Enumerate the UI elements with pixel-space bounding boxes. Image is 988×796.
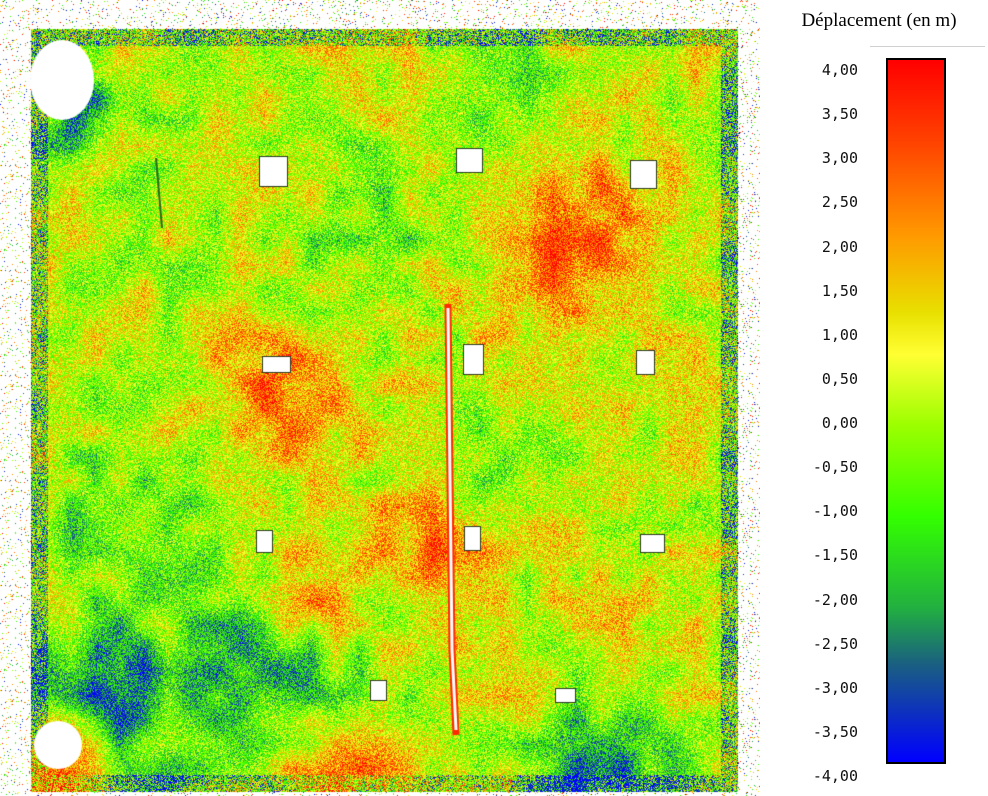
scale-tick-label: -1,50	[812, 546, 858, 565]
scale-tick-label: 3,00	[821, 149, 858, 168]
color-scale-ticks: 4,00 3,50 3,00 2,50 2,00 1,50 1,00 0,50 0,00 -0,5…	[800, 0, 870, 796]
scale-tick-label: -2,50	[812, 634, 858, 653]
legend-title: Déplacement (en m)	[801, 10, 957, 31]
displacement-heatmap	[0, 0, 760, 796]
scale-tick-label: -1,00	[812, 502, 858, 521]
color-scale-bar	[886, 58, 946, 764]
scale-tick-label: -2,00	[812, 590, 858, 609]
scale-tick-label: -3,00	[812, 678, 858, 697]
scale-tick-label: 2,50	[821, 193, 858, 212]
scale-tick-label: -0,50	[812, 458, 858, 477]
scale-tick-label: 1,50	[821, 281, 858, 300]
scale-tick-label: -4,00	[812, 767, 858, 785]
scale-tick-label: 4,00	[821, 61, 858, 79]
scale-tick-label: 1,00	[821, 325, 858, 344]
scale-tick-label: 0,50	[821, 369, 858, 388]
scale-tick-label: 3,50	[821, 105, 858, 124]
legend-title-divider	[870, 46, 985, 47]
scale-tick-label: 0,00	[821, 414, 858, 432]
scale-tick-label: 2,00	[821, 237, 858, 256]
scale-tick-label: -3,50	[812, 722, 858, 741]
